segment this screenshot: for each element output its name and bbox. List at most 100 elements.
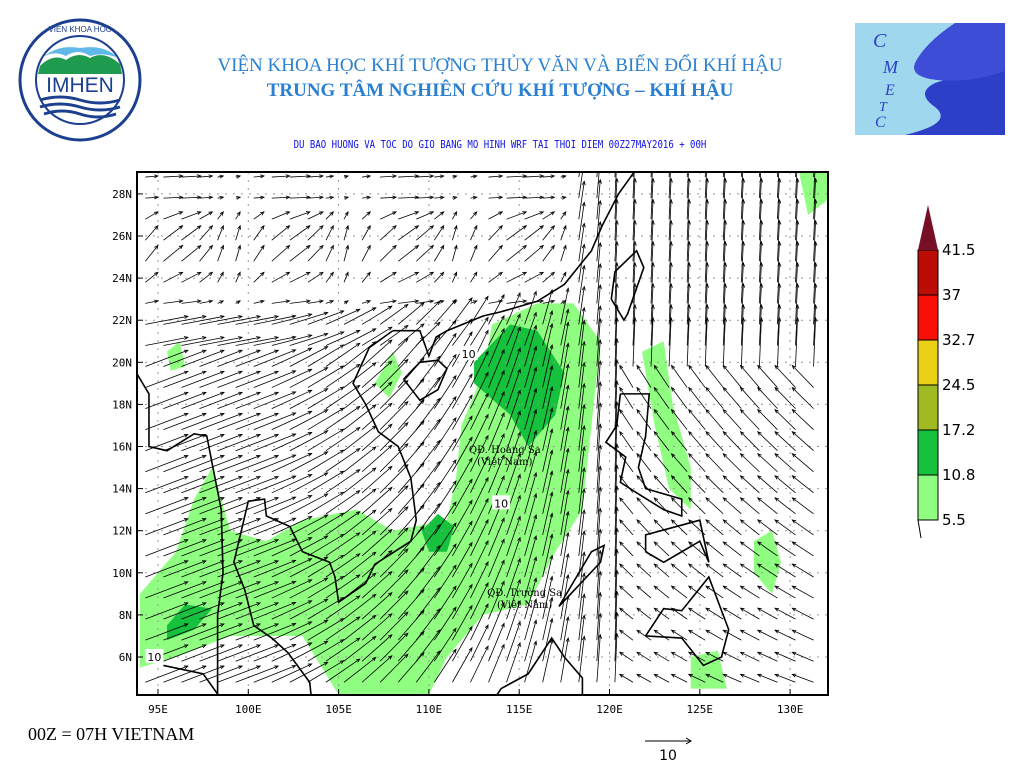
wind-arrowhead [291, 496, 297, 501]
wind-arrowhead [687, 563, 693, 568]
wind-arrowhead [183, 391, 189, 396]
wind-arrow [560, 245, 567, 262]
wind-arrow [722, 283, 726, 325]
wind-arrowhead [355, 511, 361, 516]
wind-arrow [619, 497, 634, 515]
wind-arrow [688, 431, 706, 451]
wind-arrow [433, 417, 457, 451]
wind-arrowhead [565, 489, 570, 495]
wind-arrowhead [387, 326, 393, 331]
wind-arrowhead [533, 598, 538, 604]
wind-arrow [740, 172, 742, 178]
wind-arrowhead [236, 210, 241, 216]
wind-arrowhead [533, 324, 538, 330]
wind-arrow [163, 602, 207, 620]
wind-arrow [416, 175, 434, 178]
wind-arrow [619, 585, 634, 599]
wind-arrowhead [516, 292, 521, 298]
wind-arrowhead [468, 520, 473, 526]
wind-arrowhead [473, 244, 478, 250]
wind-arrow [596, 361, 601, 409]
wind-arrow [415, 461, 441, 494]
wind-arrow [722, 172, 725, 199]
wind-arrow [379, 611, 409, 641]
wind-arrowhead [791, 386, 797, 392]
wind-arrow [542, 639, 553, 683]
wind-arrow [704, 283, 708, 325]
wind-arrow [488, 391, 505, 430]
wind-arrow [289, 271, 311, 283]
wind-arrowhead [178, 174, 184, 179]
wind-arrowhead [636, 563, 641, 568]
wind-arrow [777, 220, 780, 262]
wind-arrowhead [598, 444, 602, 450]
wind-arrowhead [339, 470, 345, 475]
wind-arrow [560, 288, 569, 325]
wind-arrow [740, 241, 744, 283]
wind-arrow [758, 199, 762, 241]
wind-arrow [488, 518, 505, 557]
wind-arrowhead [756, 585, 762, 590]
wind-arrowhead [183, 665, 189, 670]
wind-arrow [632, 172, 634, 178]
wind-arrow [379, 464, 409, 494]
wind-arrow [524, 196, 544, 199]
wind-arrow [325, 343, 361, 367]
imhen-logo: IMHEN VIEN KHOA HOC [18, 18, 142, 142]
wind-arrow [704, 220, 708, 262]
wind-arrow [271, 271, 290, 283]
wind-arrowhead [705, 629, 711, 634]
wind-arrowhead [153, 299, 159, 304]
wind-arrow [671, 651, 688, 662]
wind-arrowhead [291, 538, 297, 543]
wind-arrowhead [687, 607, 693, 612]
wind-arrow [253, 644, 296, 662]
wind-arrow [542, 300, 555, 304]
wind-arrow [434, 300, 444, 304]
wind-arrow [619, 453, 634, 472]
wind-arrowhead [305, 299, 311, 304]
wind-arrow [668, 262, 672, 304]
contour-label: 10 [494, 497, 508, 510]
wind-arrowhead [549, 575, 554, 581]
wind-arrowhead [238, 476, 244, 480]
wind-arrowhead [307, 313, 313, 317]
wind-arrowhead [339, 331, 345, 336]
wind-arrow [397, 378, 425, 409]
wind-arrow [795, 172, 798, 199]
wind-arrow [578, 404, 585, 451]
wind-arrowhead [688, 452, 693, 458]
wind-arrowhead [619, 497, 624, 502]
wind-arrow [199, 336, 243, 346]
wind-arrowhead [670, 408, 676, 414]
wind-arrow [452, 297, 473, 325]
wind-arrowhead [339, 597, 345, 602]
wind-arrowhead [371, 509, 377, 514]
wind-arrowhead [329, 211, 335, 216]
wind-arrow [199, 300, 213, 304]
wind-arrowhead [517, 536, 521, 542]
wind-arrowhead [774, 430, 779, 436]
wind-arrow [524, 493, 537, 536]
wind-arrowhead [581, 201, 586, 207]
wind-arrow [452, 458, 473, 494]
wind-arrow [813, 283, 817, 325]
wind-arrow [271, 579, 312, 599]
wind-arrow [433, 628, 457, 662]
wind-arrowhead [706, 137, 709, 141]
wind-arrow [774, 431, 796, 452]
wind-arrow [792, 629, 814, 641]
wind-arrow [199, 476, 243, 494]
wind-arrow [705, 409, 724, 430]
wind-arrow [704, 262, 708, 304]
coastline [644, 519, 710, 564]
wind-arrow [632, 262, 636, 304]
wind-arrowhead [452, 543, 457, 549]
wind-arrowhead [774, 607, 780, 612]
wind-arrow [181, 434, 225, 452]
wind-arrow [452, 626, 473, 662]
wind-arrowhead [154, 224, 159, 230]
wind-arrow [181, 518, 225, 536]
wind-arrow [289, 619, 328, 641]
wind-arrow [774, 607, 796, 620]
